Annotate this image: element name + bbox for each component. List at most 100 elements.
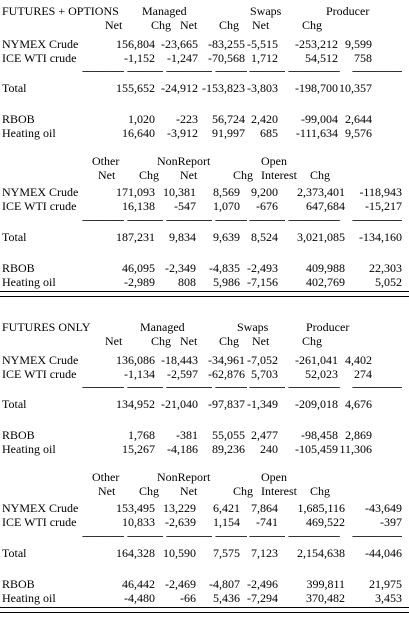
row-value: 56,724 [212, 112, 245, 126]
row-value: 9,599 [345, 37, 372, 51]
row-value: 89,236 [212, 442, 245, 456]
dash-rule: ---------------------- [288, 531, 340, 542]
column-heading: Net [105, 334, 123, 348]
row-value: -105,459 [295, 442, 338, 456]
column-heading: Chg [151, 18, 172, 32]
row-value: 54,512 [305, 51, 338, 65]
row-value: 3,021,085 [297, 230, 345, 244]
row-value: 7,123 [251, 546, 278, 560]
row-value: 8,524 [251, 230, 278, 244]
data-row: Heating oil 15,267 -4,186 89,236 240 -105,459… [0, 442, 409, 456]
row-value: 156,804 [116, 37, 155, 51]
row-value: 171,093 [116, 185, 155, 199]
row-value: -209,018 [295, 397, 338, 411]
row-label: NYMEX Crude [2, 37, 79, 51]
group-header: Producer [326, 4, 370, 18]
row-value: 155,652 [116, 81, 155, 95]
column-header: Net Chg Net Chg Interest Chg [0, 168, 409, 182]
column-heading: Net [252, 334, 270, 348]
row-value: -153,823 [202, 81, 245, 95]
row-value: -18,443 [161, 353, 198, 367]
row-value: -3,803 [247, 81, 278, 95]
dash-rule: ---------------------- [352, 382, 402, 393]
dash-rule: ---------------------- [288, 382, 340, 393]
row-value: 402,769 [306, 275, 345, 289]
group-header: Producer [306, 320, 350, 334]
column-heading: Chg [310, 168, 331, 182]
column-heading: Net [180, 484, 198, 498]
row-value: -3,912 [167, 126, 198, 140]
section-header: FUTURES + OPTIONS Managed Swaps Producer [0, 4, 409, 18]
row-value: -134,160 [359, 230, 402, 244]
row-value: -4,480 [124, 591, 155, 605]
row-value: -1,152 [124, 51, 155, 65]
row-value: -21,040 [161, 397, 198, 411]
row-value: -1,349 [247, 397, 278, 411]
dash-rule: ---------------------- [215, 66, 247, 77]
column-heading: Net [252, 18, 270, 32]
group-header: Open [261, 154, 287, 168]
row-value: -4,186 [167, 442, 198, 456]
row-value: 134,952 [116, 397, 155, 411]
column-heading: Chg [233, 484, 254, 498]
column-heading: Net [98, 168, 116, 182]
row-value: 46,442 [122, 577, 155, 591]
dash-rule: ---------------------- [166, 531, 212, 542]
section-header: Other NonReport Open [0, 470, 409, 484]
row-label: RBOB [2, 428, 35, 442]
data-row: RBOB 46,442 -2,469 -4,807 -2,496 399,811 21,97… [0, 577, 409, 591]
row-value: -2,597 [167, 367, 198, 381]
row-value: 46,095 [122, 261, 155, 275]
column-heading: Net [180, 18, 198, 32]
row-value: -1,134 [124, 367, 155, 381]
dash-rule: ---------------------- [249, 531, 285, 542]
row-value: -381 [176, 428, 198, 442]
dash-rule: ---------------------- [82, 382, 124, 393]
row-value: 2,420 [251, 112, 278, 126]
row-value: -2,469 [165, 577, 196, 591]
group-header: Swaps [237, 320, 269, 334]
row-value: -676 [256, 199, 278, 213]
row-value: 3,453 [375, 591, 402, 605]
row-label: ICE WTI crude [2, 367, 77, 381]
row-value: 1,154 [213, 515, 240, 529]
column-header: Net Chg Net Chg Net Chg [0, 18, 409, 32]
column-heading: Chg [151, 334, 172, 348]
column-heading: Interest [261, 484, 297, 498]
column-heading: Net [105, 18, 123, 32]
row-value: 16,138 [122, 199, 155, 213]
group-header: Managed [142, 4, 187, 18]
dash-rule: ---------------------- [82, 531, 124, 542]
row-value: 5,052 [375, 275, 402, 289]
row-value: -43,649 [365, 501, 402, 515]
row-value: 10,833 [122, 515, 155, 529]
data-row: ICE WTI crude -1,152 -1,247 -70,568 1,712 54,… [0, 51, 409, 65]
row-value: 7,864 [251, 501, 278, 515]
row-value: 240 [260, 442, 278, 456]
row-value: 8,569 [213, 185, 240, 199]
dash-rule: ---------------------- [352, 215, 402, 226]
row-value: -7,052 [247, 353, 278, 367]
section-title: FUTURES ONLY [2, 320, 91, 334]
row-value: 10,590 [163, 546, 196, 560]
row-value: 6,421 [213, 501, 240, 515]
row-value: -111,634 [295, 126, 338, 140]
column-heading: Chg [219, 334, 240, 348]
dash-rule: ---------------------- [249, 215, 285, 226]
row-value: -2,639 [165, 515, 196, 529]
group-header: Swaps [250, 4, 282, 18]
row-label: RBOB [2, 577, 35, 591]
row-value: 685 [260, 126, 278, 140]
separator: ------------------ --------------- -------… [0, 530, 409, 544]
row-value: -5,515 [247, 37, 278, 51]
dash-rule: ---------------------- [352, 66, 402, 77]
row-value: 469,522 [306, 515, 345, 529]
row-value: 16,640 [122, 126, 155, 140]
row-value: 153,495 [116, 501, 155, 515]
group-header: NonReport [157, 470, 211, 484]
row-value: 13,229 [163, 501, 196, 515]
section-header: Other NonReport Open [0, 154, 409, 168]
row-value: -2,349 [165, 261, 196, 275]
row-value: -253,212 [295, 37, 338, 51]
column-heading: Net [98, 484, 116, 498]
